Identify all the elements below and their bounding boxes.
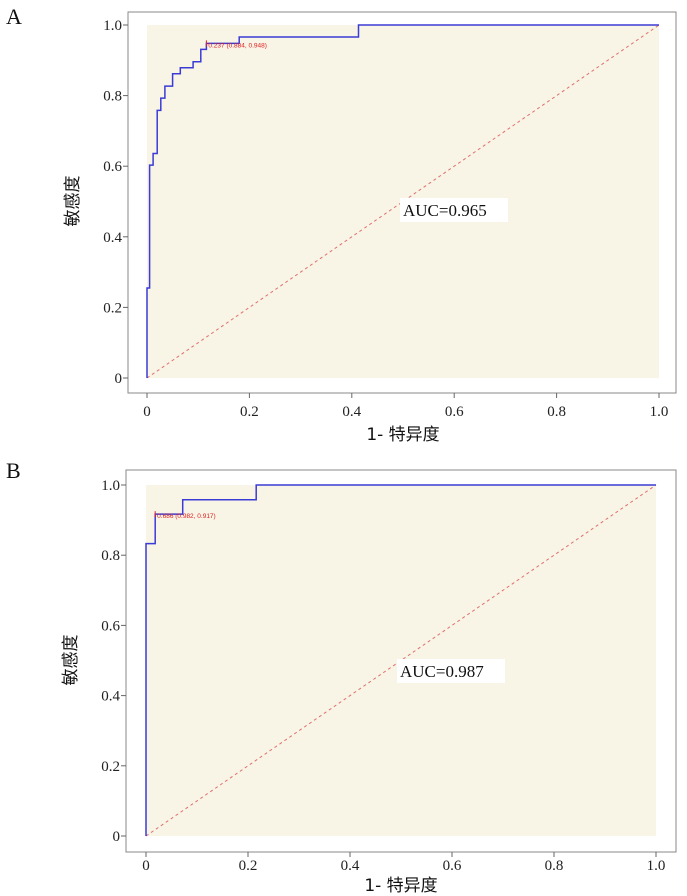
y-axis-b: 0 0.2 0.4 0.6 0.8 1.0 <box>101 478 126 845</box>
y-axis-a: 0 0.2 0.4 0.6 0.8 1.0 <box>103 18 128 387</box>
reference-diagonal-b <box>145 484 657 837</box>
x-tick-label-b: 1.0 <box>647 858 666 874</box>
reference-diagonal-a <box>146 24 660 379</box>
panel-letter-b: B <box>6 458 21 483</box>
x-axis-title-b: 1- 特异度 <box>364 876 437 896</box>
panel-letter-a: A <box>6 4 22 29</box>
x-tick-label-b: 0.8 <box>545 858 564 874</box>
roc-panel-b: B 0.686 (0.982, 0.917) AUC=0.987 0 0.2 0.4… <box>6 458 677 896</box>
cutoff-marker-b: 0.686 (0.982, 0.917) <box>154 511 216 520</box>
roc-panel-a: A 0.237 (0.884, 0.948) AUC=0.965 0 0.2 0.4… <box>6 4 677 445</box>
y-tick-label-b: 0.6 <box>101 618 120 634</box>
cutoff-label-a: 0.237 (0.884, 0.948) <box>208 42 267 49</box>
auc-label-bg-a <box>400 198 508 222</box>
y-tick-label-b: 1.0 <box>101 478 120 494</box>
cutoff-marker-a: 0.237 (0.884, 0.948) <box>205 40 267 49</box>
y-tick-label-b: 0.2 <box>101 759 120 775</box>
roc-curve-a <box>146 24 659 378</box>
y-tick-label-b: 0 <box>113 829 121 845</box>
auc-label-b: AUC=0.987 <box>400 662 484 681</box>
y-tick-label-a: 0.4 <box>103 230 122 246</box>
x-tick-label-a: 0.8 <box>547 404 566 420</box>
x-axis-a: 0 0.2 0.4 0.6 0.8 1.0 <box>143 393 668 420</box>
x-axis-b: 0 0.2 0.4 0.6 0.8 1.0 <box>142 852 665 874</box>
x-tick-label-a: 0.4 <box>342 404 361 420</box>
y-tick-label-a: 0.6 <box>103 159 122 175</box>
x-tick-label-b: 0.2 <box>239 858 258 874</box>
auc-label-a: AUC=0.965 <box>403 201 487 220</box>
x-axis-title-a: 1- 特异度 <box>366 425 439 445</box>
x-tick-label-a: 0 <box>143 404 151 420</box>
y-axis-title-a: 敏感度 <box>63 176 83 227</box>
x-tick-label-b: 0 <box>142 858 150 874</box>
y-tick-label-a: 0.8 <box>103 89 122 105</box>
y-axis-title-b: 敏感度 <box>61 635 81 686</box>
y-tick-label-a: 0 <box>115 371 123 387</box>
y-tick-label-a: 1.0 <box>103 18 122 34</box>
x-tick-label-a: 1.0 <box>650 404 669 420</box>
x-tick-label-a: 0.6 <box>445 404 464 420</box>
x-tick-label-b: 0.6 <box>443 858 462 874</box>
x-tick-label-a: 0.2 <box>240 404 259 420</box>
x-tick-label-b: 0.4 <box>341 858 360 874</box>
y-tick-label-b: 0.8 <box>101 548 120 564</box>
y-tick-label-b: 0.4 <box>101 689 120 705</box>
roc-curve-b <box>145 484 656 836</box>
y-tick-label-a: 0.2 <box>103 300 122 316</box>
auc-label-bg-b <box>397 659 505 683</box>
cutoff-label-b: 0.686 (0.982, 0.917) <box>157 513 216 520</box>
